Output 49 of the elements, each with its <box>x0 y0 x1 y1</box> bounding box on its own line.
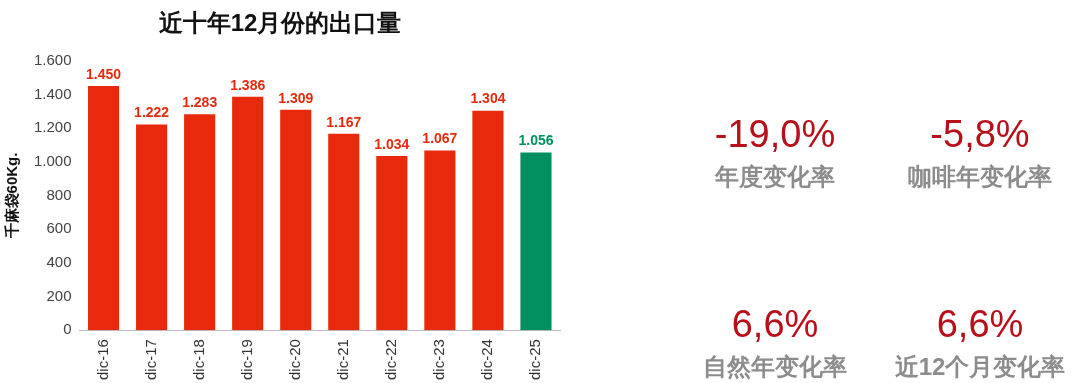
x-tick-label: dic-18 <box>189 339 207 380</box>
bar <box>280 109 312 331</box>
x-tick-label: dic-19 <box>237 339 255 380</box>
text: 近12个月变化率 <box>893 352 1067 382</box>
bar <box>328 133 360 331</box>
data-label: 1.309 <box>278 89 314 106</box>
x-tick-label: dic-17 <box>141 339 159 380</box>
bar <box>87 86 120 331</box>
x-tick-label: dic-21 <box>333 339 351 380</box>
bar <box>184 114 216 331</box>
chart-title: 近十年12月份的出口量 <box>158 9 402 37</box>
text: -19,0% <box>713 111 837 157</box>
y-tick-label: 1.200 <box>33 118 72 136</box>
y-tick-label: 1.400 <box>33 84 72 102</box>
text: -5,8% <box>929 111 1031 157</box>
y-tick-label: 200 <box>46 286 72 304</box>
text: 6,6% <box>935 302 1025 347</box>
y-tick-label: 600 <box>46 219 72 237</box>
bar <box>376 156 408 331</box>
text: 自然年变化率 <box>702 352 848 382</box>
y-tick-label: 800 <box>46 185 72 203</box>
data-label: 1.450 <box>86 65 122 82</box>
x-tick-label: dic-24 <box>478 339 496 380</box>
x-tick-label: dic-16 <box>93 339 111 380</box>
x-tick-label: dic-22 <box>381 339 399 380</box>
bar <box>520 152 552 331</box>
data-label: 1.067 <box>422 130 458 147</box>
data-label: 1.304 <box>470 90 506 107</box>
bar <box>472 110 504 331</box>
data-label: 1.222 <box>134 104 170 121</box>
data-label: 1.034 <box>374 135 410 152</box>
data-label: 1.167 <box>326 113 362 130</box>
data-label: 1.283 <box>182 94 218 111</box>
y-tick-label: 1.000 <box>33 151 72 169</box>
text: 咖啡年变化率 <box>907 161 1053 192</box>
x-tick-label: dic-23 <box>430 339 448 380</box>
y-tick-label: 400 <box>46 252 72 270</box>
text: 6,6% <box>730 302 820 347</box>
text: 年度变化率 <box>713 161 836 192</box>
y-tick-label: 0 <box>63 320 72 338</box>
y-tick-label: 1.600 <box>33 50 72 68</box>
bar <box>136 124 168 331</box>
x-tick-label: dic-25 <box>526 339 544 380</box>
data-label: 1.056 <box>518 132 554 149</box>
data-label: 1.386 <box>230 76 266 93</box>
x-tick-label: dic-20 <box>285 339 303 380</box>
bar <box>424 150 456 331</box>
bar <box>232 96 264 331</box>
y-axis-title: 千麻袋60Kg. <box>3 152 21 240</box>
